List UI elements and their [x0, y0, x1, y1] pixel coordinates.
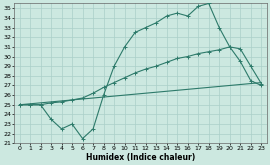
- X-axis label: Humidex (Indice chaleur): Humidex (Indice chaleur): [86, 152, 195, 162]
